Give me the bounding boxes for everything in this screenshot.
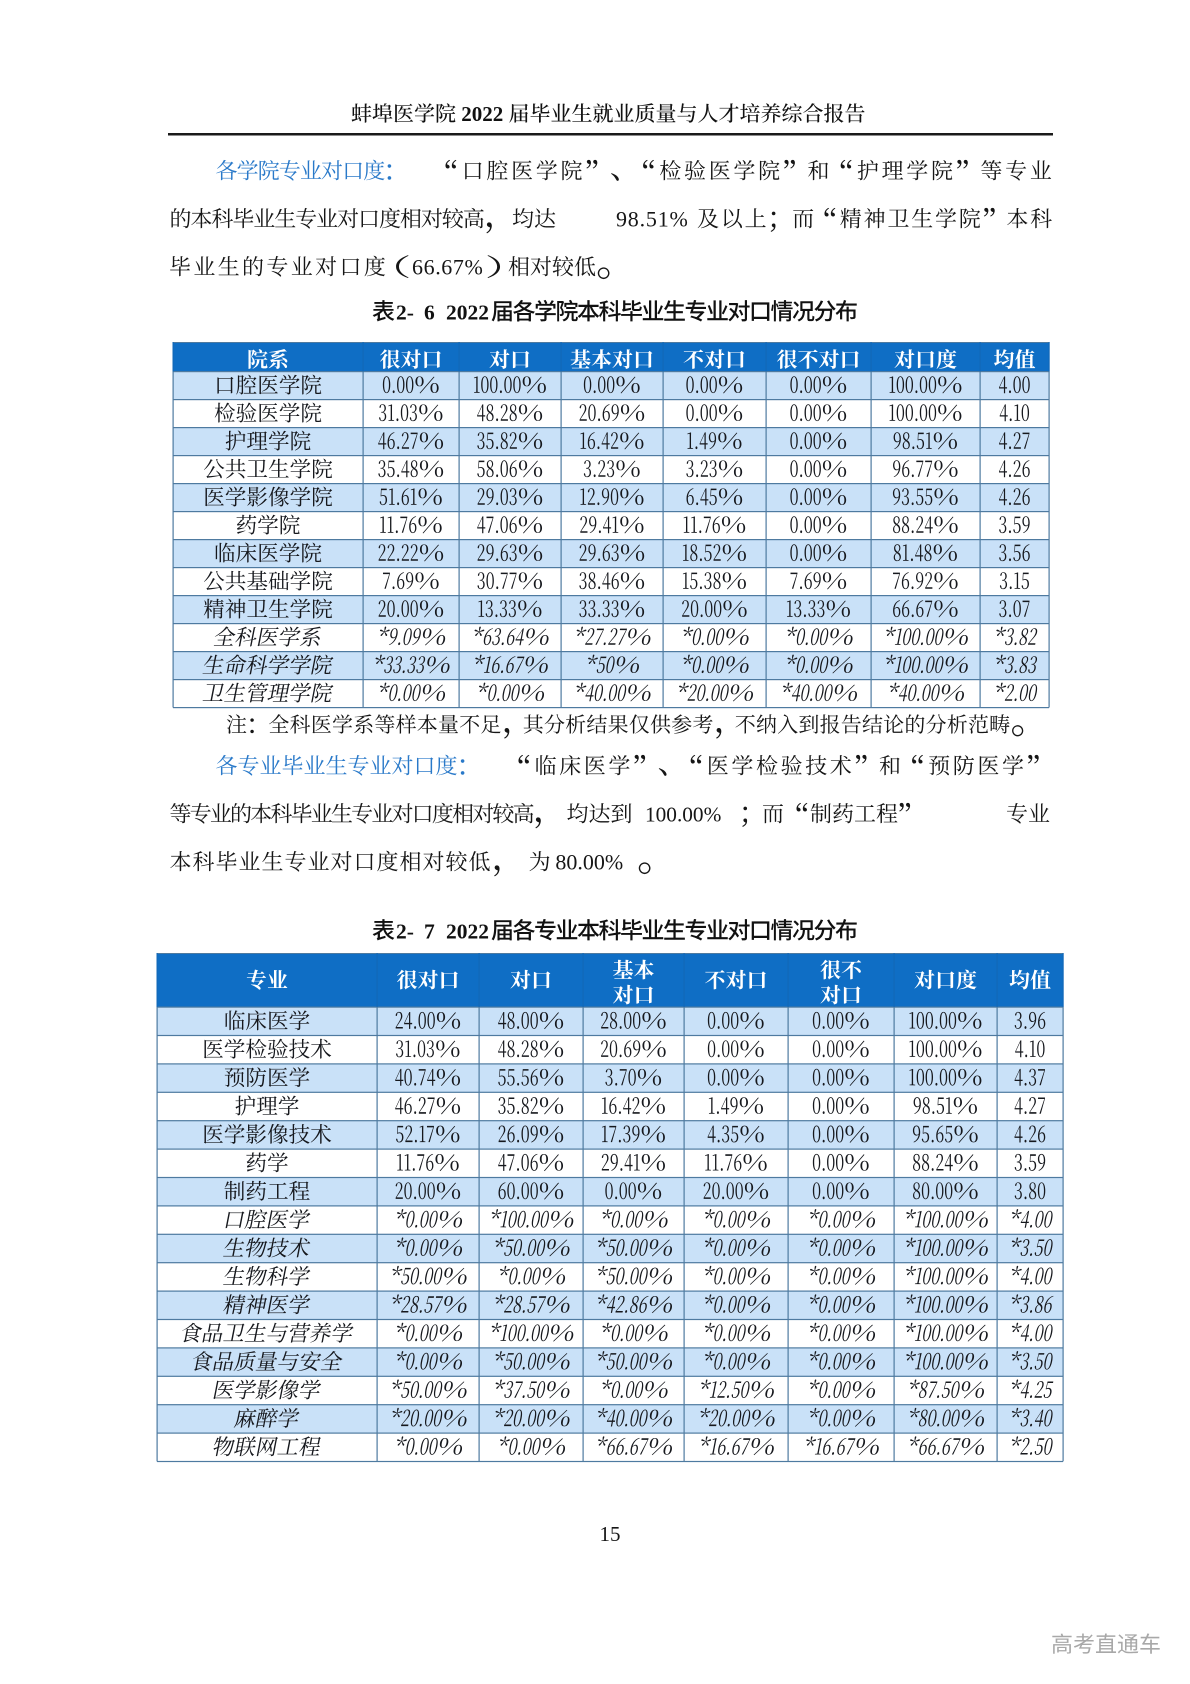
svg-text:66.67%: 66.67% <box>412 255 483 280</box>
svg-text:2-: 2- <box>396 920 414 944</box>
svg-text:80.00%: 80.00% <box>555 850 623 875</box>
svg-text:15: 15 <box>600 1522 621 1546</box>
svg-text:2-: 2- <box>396 301 414 325</box>
svg-text:6: 6 <box>424 301 435 325</box>
svg-text:98.51%: 98.51% <box>616 207 689 232</box>
svg-text:2022: 2022 <box>446 301 489 325</box>
svg-text:7: 7 <box>424 920 435 944</box>
svg-text:2022: 2022 <box>446 920 489 944</box>
svg-text:100.00%: 100.00% <box>645 803 722 827</box>
svg-text:2022: 2022 <box>461 102 503 126</box>
